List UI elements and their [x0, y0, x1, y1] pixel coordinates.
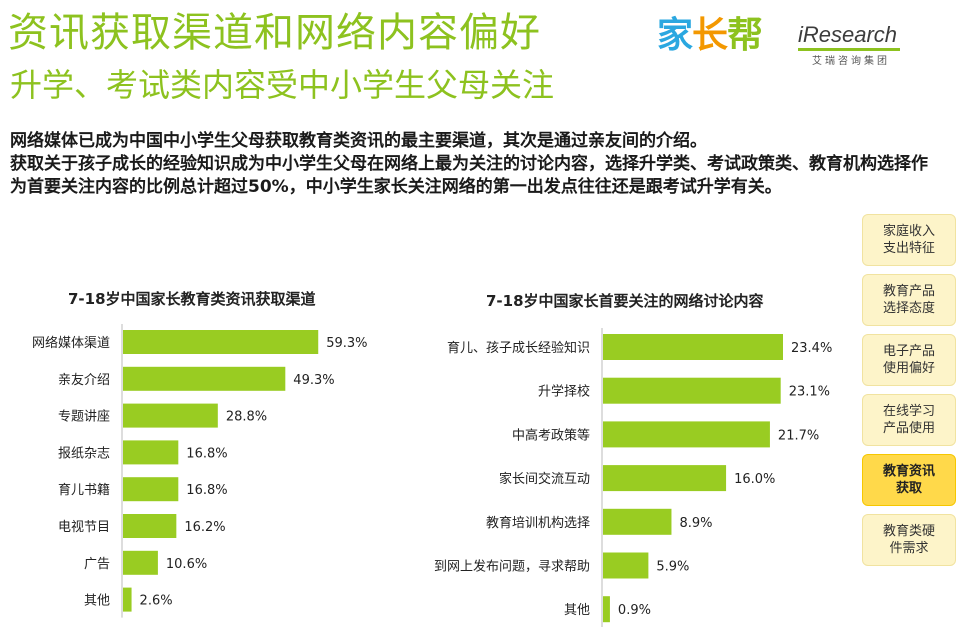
chart-1-title: 7-18岁中国家长教育类资讯获取渠道 [68, 290, 316, 308]
chart-1-channels: 网络媒体渠道 59.3% 亲友介绍 49.3% 专题讲座 28.8% 报纸杂志 16.8% 育儿… [32, 324, 368, 618]
bar-6 [603, 552, 649, 579]
value-label: 10.6% [166, 557, 207, 572]
bar-4 [603, 465, 727, 492]
value-label: 16.8% [186, 446, 227, 461]
value-label: 59.3% [326, 336, 367, 351]
bar-6 [123, 514, 177, 538]
logo-char-1: 家 [657, 15, 693, 56]
bar-7 [603, 596, 610, 623]
category-label: 育儿书籍 [58, 482, 110, 498]
value-label: 23.1% [789, 385, 830, 400]
category-label: 电视节目 [58, 520, 110, 535]
side-nav-label: 电子产品使用偏好 [882, 344, 935, 376]
value-label: 16.0% [734, 472, 775, 487]
value-label: 23.4% [791, 341, 832, 356]
value-label: 2.6% [140, 594, 173, 609]
side-nav-item-education-info[interactable]: 教育资讯获取 [862, 454, 956, 506]
bar-5 [603, 508, 672, 535]
side-nav-item-product-attitude[interactable]: 教育产品选择态度 [862, 274, 956, 326]
category-label: 网络媒体渠道 [32, 335, 110, 351]
iresearch-bar [798, 48, 900, 51]
chart-2-title: 7-18岁中国家长首要关注的网络讨论内容 [486, 292, 764, 310]
iresearch-subtitle: 艾瑞咨询集团 [812, 56, 890, 67]
bar-1 [603, 334, 783, 360]
category-label: 到网上发布问题，寻求帮助 [434, 559, 590, 575]
side-nav-label: 教育资讯获取 [882, 464, 935, 496]
bar-4 [123, 440, 179, 465]
category-label: 广告 [84, 557, 110, 572]
value-label: 16.2% [184, 520, 225, 535]
bar-8 [123, 587, 132, 612]
bar-3 [603, 421, 770, 448]
category-label: 升学择校 [538, 384, 590, 400]
side-nav-label: 在线学习产品使用 [882, 404, 935, 436]
side-nav-label: 教育类硬件需求 [882, 524, 935, 556]
bar-1 [123, 330, 319, 354]
side-nav-item-hardware[interactable]: 教育类硬件需求 [862, 514, 956, 566]
iresearch-wordmark: iResearch [798, 22, 897, 48]
side-nav-item-electronics[interactable]: 电子产品使用偏好 [862, 334, 956, 386]
page-title: 资讯获取渠道和网络内容偏好 [8, 10, 541, 56]
value-label: 28.8% [226, 410, 267, 425]
bar-2 [123, 366, 286, 391]
category-label: 亲友介绍 [58, 372, 110, 388]
category-label: 专题讲座 [58, 410, 110, 425]
logo-char-2: 长 [692, 15, 728, 56]
description: 网络媒体已成为中国中小学生父母获取教育类资讯的最主要渠道，其次是通过亲友间的介绍… [10, 130, 930, 199]
value-label: 49.3% [293, 373, 334, 388]
side-nav-label: 家庭收入支出特征 [882, 224, 935, 256]
category-label: 育儿、孩子成长经验知识 [447, 340, 590, 356]
side-nav-item-income[interactable]: 家庭收入支出特征 [862, 214, 956, 266]
bar-3 [123, 403, 218, 428]
side-nav-label: 教育产品选择态度 [882, 284, 935, 316]
category-label: 其他 [564, 603, 590, 618]
iresearch-i: i [798, 22, 803, 47]
page-subtitle: 升学、考试类内容受中小学生父母关注 [10, 66, 555, 104]
value-label: 8.9% [679, 516, 712, 531]
category-label: 中高考政策等 [512, 427, 590, 443]
category-label: 教育培训机构选择 [486, 515, 590, 531]
category-label: 家长间交流互动 [499, 471, 590, 487]
value-label: 0.9% [618, 603, 651, 618]
description-line-1: 网络媒体已成为中国中小学生父母获取教育类资讯的最主要渠道，其次是通过亲友间的介绍… [10, 131, 707, 151]
jiazhangbang-logo: 家长帮 [657, 14, 763, 58]
logo-char-3: 帮 [727, 15, 763, 56]
value-label: 16.8% [186, 483, 227, 498]
bar-2 [603, 377, 781, 404]
chart-2-topics: 育儿、孩子成长经验知识 23.4% 升学择校 23.1% 中高考政策等 21.7% 家长间交… [434, 328, 832, 627]
category-label: 其他 [84, 594, 110, 609]
iresearch-text: Research [802, 22, 898, 47]
iresearch-logo: iResearch 艾瑞咨询集团 [790, 16, 900, 67]
side-nav-item-online-learning[interactable]: 在线学习产品使用 [862, 394, 956, 446]
bar-7 [123, 550, 158, 575]
value-label: 5.9% [656, 560, 689, 575]
bar-5 [123, 477, 179, 502]
description-line-2: 获取关于孩子成长的经验知识成为中小学生父母在网络上最为关注的讨论内容，选择升学类… [10, 154, 928, 197]
category-label: 报纸杂志 [58, 446, 110, 461]
value-label: 21.7% [778, 428, 819, 443]
